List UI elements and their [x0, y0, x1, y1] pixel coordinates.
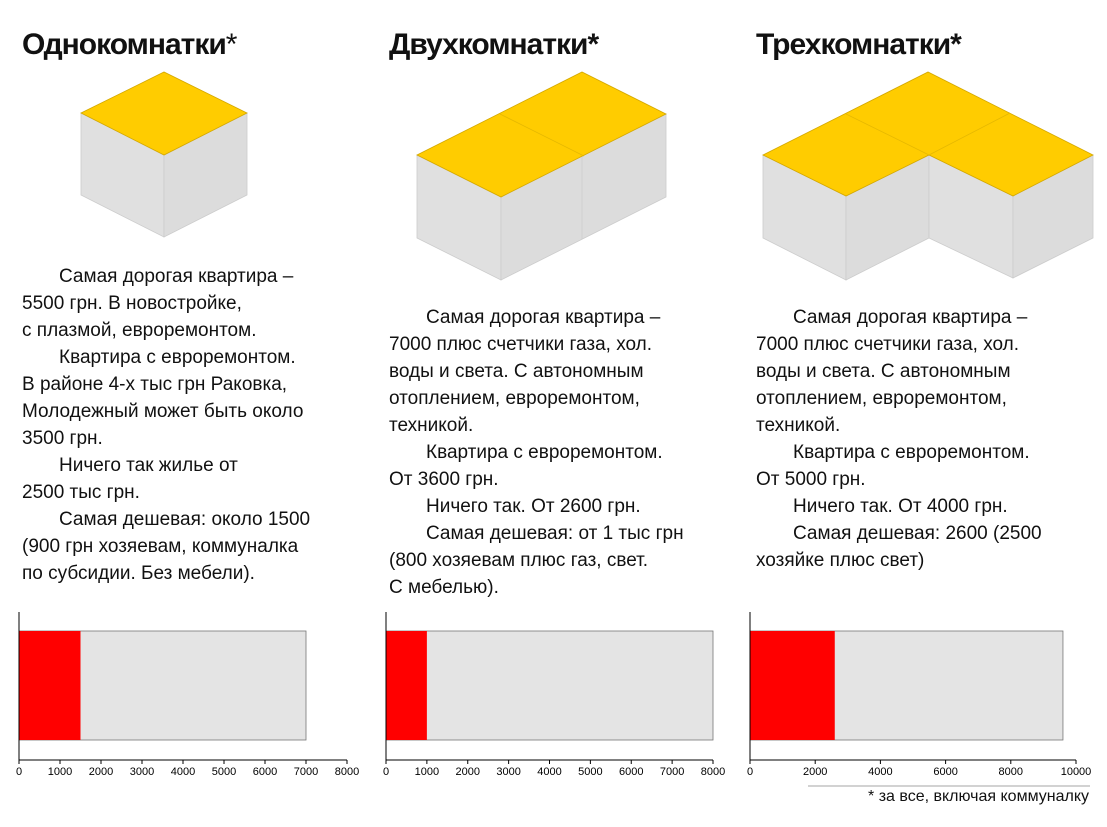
text-line: 7000 плюс счетчики газа, хол. [756, 334, 1019, 355]
paragraph: Ничего так. От 2600 грн. [389, 493, 684, 520]
cube-one-room [80, 71, 248, 238]
title-mark: * [225, 28, 238, 61]
x-tick-label: 7000 [294, 766, 318, 778]
paragraph: Квартира с евроремонтом. От 3600 грн. [389, 439, 684, 493]
text-line: 7000 плюс счетчики газа, хол. [389, 334, 652, 355]
bar [750, 631, 835, 740]
paragraph: Самая дорогая квартира – 7000 плюс счетчи… [389, 304, 684, 439]
x-tick-label: 4000 [868, 766, 892, 778]
text-line: Самая дешевая: около 1500 [59, 509, 311, 530]
title-text: Трехкомнатки* [756, 28, 962, 61]
paragraph: Самая дешевая: около 1500 (900 грн хозяев… [22, 506, 310, 587]
paragraph: Квартира с евроремонтом. От 5000 грн. [756, 439, 1042, 493]
text-line: Квартира с евроремонтом. [793, 442, 1030, 463]
text-line: техникой. [389, 415, 474, 436]
text-line: 5500 грн. В новостройке, [22, 293, 242, 314]
text-line: Самая дорогая квартира – [59, 266, 294, 287]
x-tick-label: 8000 [701, 766, 725, 778]
cube-three-room [762, 71, 1094, 281]
paragraph: Самая дешевая: от 1 тыс грн (800 хозяевам… [389, 520, 684, 601]
text-line: 2500 тыс грн. [22, 482, 140, 503]
x-tick-label: 10000 [1061, 766, 1092, 778]
text-line: по субсидии. Без мебели). [22, 563, 255, 584]
x-tick-label: 7000 [660, 766, 684, 778]
x-tick-label: 1000 [415, 766, 439, 778]
column-text: Самая дорогая квартира – 5500 грн. В ново… [22, 263, 310, 587]
paragraph: Самая дорогая квартира – 5500 грн. В ново… [22, 263, 310, 344]
text-line: От 5000 грн. [756, 469, 866, 490]
paragraph: Самая дешевая: 2600 (2500 хозяйке плюс св… [756, 520, 1042, 574]
x-tick-label: 2000 [803, 766, 827, 778]
text-line: Квартира с евроремонтом. [59, 347, 296, 368]
cube-two-room [416, 71, 667, 281]
x-tick-label: 4000 [171, 766, 195, 778]
column-text: Самая дорогая квартира – 7000 плюс счетчи… [389, 304, 684, 601]
x-tick-label: 6000 [619, 766, 643, 778]
text-line: Самая дешевая: от 1 тыс грн [426, 523, 684, 544]
x-tick-label: 4000 [537, 766, 561, 778]
x-tick-label: 1000 [48, 766, 72, 778]
column-title: Однокомнатки* [22, 28, 238, 62]
text-line: Молодежный может быть около [22, 401, 304, 422]
text-line: хозяйке плюс свет) [756, 550, 925, 571]
x-tick-label: 0 [747, 766, 753, 778]
x-tick-label: 3000 [496, 766, 520, 778]
x-tick-label: 6000 [933, 766, 957, 778]
text-line: Ничего так. От 2600 грн. [426, 496, 641, 517]
text-line: воды и света. С автономным [756, 361, 1011, 382]
paragraph: Квартира с евроремонтом. В районе 4-х тыс… [22, 344, 310, 452]
x-tick-label: 0 [383, 766, 389, 778]
text-line: От 3600 грн. [389, 469, 499, 490]
text-line: Ничего так. От 4000 грн. [793, 496, 1008, 517]
text-line: Самая дешевая: 2600 (2500 [793, 523, 1042, 544]
text-line: Ничего так жилье от [59, 455, 238, 476]
x-tick-label: 8000 [335, 766, 359, 778]
text-line: (800 хозяевам плюс газ, свет. [389, 550, 649, 571]
x-tick-label: 5000 [212, 766, 236, 778]
column-text: Самая дорогая квартира – 7000 плюс счетчи… [756, 304, 1042, 574]
text-line: отоплением, евроремонтом, [389, 388, 640, 409]
x-tick-label: 3000 [130, 766, 154, 778]
x-tick-label: 0 [16, 766, 22, 778]
text-line: Самая дорогая квартира – [793, 307, 1028, 328]
bar [385, 630, 714, 741]
text-line: отоплением, евроремонтом, [756, 388, 1007, 409]
paragraph: Ничего так жилье от 2500 тыс грн. [22, 452, 310, 506]
x-tick-label: 8000 [999, 766, 1023, 778]
paragraph: Самая дорогая квартира – 7000 плюс счетчи… [756, 304, 1042, 439]
text-line: Самая дорогая квартира – [426, 307, 661, 328]
footnote: * за все, включая коммуналку [868, 788, 1089, 805]
text-line: воды и света. С автономным [389, 361, 644, 382]
text-line: техникой. [756, 415, 841, 436]
text-line: 3500 грн. [22, 428, 103, 449]
paragraph: Ничего так. От 4000 грн. [756, 493, 1042, 520]
column-title: Трехкомнатки* [756, 28, 962, 62]
text-line: В районе 4-х тыс грн Раковка, [22, 374, 288, 395]
x-tick-label: 5000 [578, 766, 602, 778]
bar [19, 631, 81, 740]
x-tick-label: 2000 [456, 766, 480, 778]
x-tick-label: 2000 [89, 766, 113, 778]
title-text: Однокомнатки [22, 28, 227, 61]
text-line: (900 грн хозяевам, коммуналка [22, 536, 299, 557]
column-title: Двухкомнатки* [389, 28, 599, 62]
text-line: с плазмой, евроремонтом. [22, 320, 257, 341]
text-line: Квартира с евроремонтом. [426, 442, 663, 463]
text-line: С мебелью). [389, 577, 499, 598]
title-text: Двухкомнатки* [389, 28, 599, 61]
x-tick-label: 6000 [253, 766, 277, 778]
bar [386, 631, 427, 740]
